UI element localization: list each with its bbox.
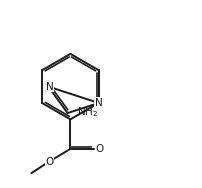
Text: N: N xyxy=(45,82,53,92)
Text: N: N xyxy=(95,98,103,108)
Text: O: O xyxy=(45,157,53,167)
Text: O: O xyxy=(95,144,104,154)
Text: NH$_2$: NH$_2$ xyxy=(77,105,98,119)
